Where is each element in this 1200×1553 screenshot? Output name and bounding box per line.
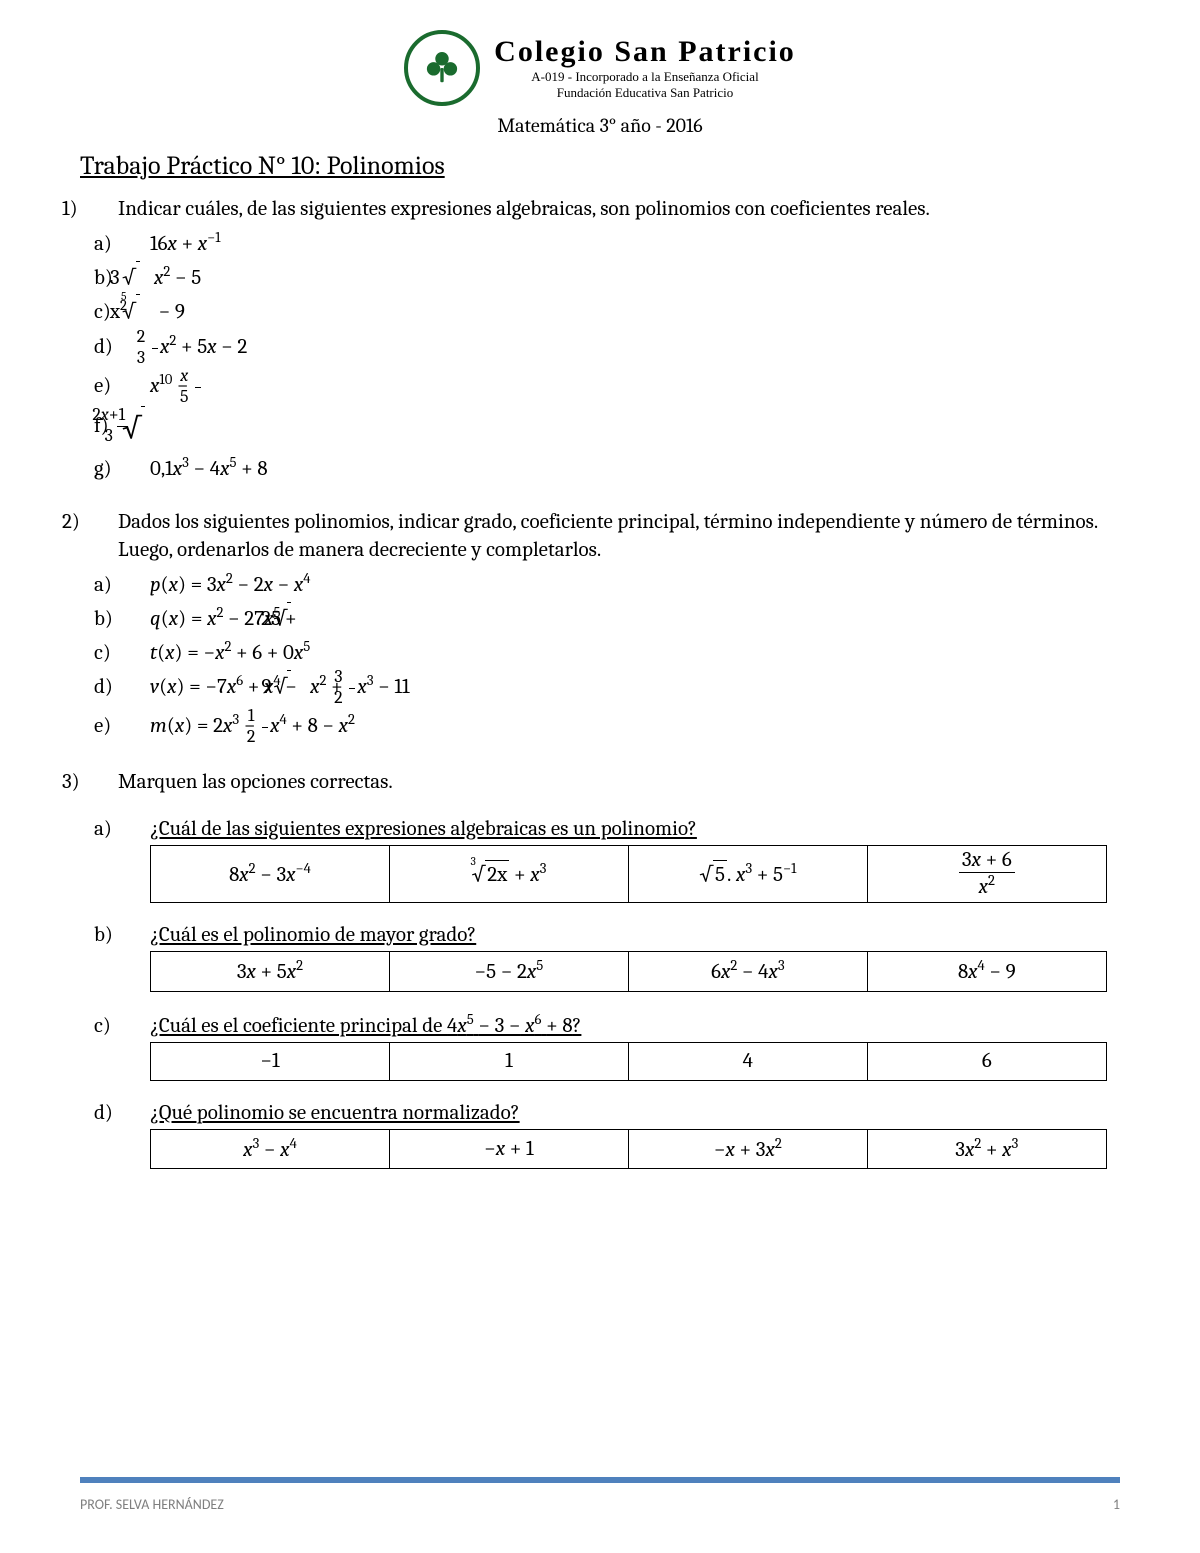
q3b-question: b)¿Cuál es el polinomio de mayor grado?	[150, 921, 1120, 949]
school-subtitle-2: Fundación Educativa San Patricio	[494, 85, 796, 101]
q3-number: 3)	[90, 768, 118, 796]
header-row: Colegio San Patricio A-019 - Incorporado…	[80, 30, 1120, 106]
q3b-options-table: 3x + 5x2 −5 − 2x5 6x2 − 4x3 8x4 − 9	[150, 951, 1107, 991]
q2-item-c: c)t(x) = −x2 + 6 + 0x5	[150, 636, 1120, 670]
q3c-options-table: −1 1 4 6	[150, 1042, 1107, 1080]
footer-page-number: 1	[1113, 1496, 1120, 1513]
q1-item-a: a)16x + x−1	[150, 227, 1120, 261]
school-name: Colegio San Patricio	[494, 35, 796, 69]
q3a-opt-2: 3√2x + x3	[389, 846, 628, 903]
footer-author: PROF. SELVA HERNÁNDEZ	[80, 1496, 224, 1513]
header: Colegio San Patricio A-019 - Incorporado…	[80, 30, 1120, 106]
q3a-opt-1: 8x2 − 3x−4	[151, 846, 390, 903]
q3b-opt-3: 6x2 − 4x3	[628, 952, 867, 991]
q1-item-g: g)0,1x3 − 4x5 + 8	[150, 452, 1120, 486]
q3a-text: ¿Cuál de las siguientes expresiones alge…	[150, 817, 697, 841]
q3c-text-pre: ¿Cuál es el coeficiente principal de	[150, 1014, 447, 1038]
q1-item-b: b)√3x2 − 5	[150, 261, 1120, 295]
q3c-opt-3: 4	[628, 1043, 867, 1080]
q3d-options-table: x3 − x4 −x + 1 −x + 3x2 3x2 + x3	[150, 1129, 1107, 1169]
question-1: 1)Indicar cuáles, de las siguientes expr…	[80, 195, 1120, 486]
q3b-opt-1: 3x + 5x2	[151, 952, 390, 991]
q2-number: 2)	[90, 508, 118, 536]
q3c-opt-2: 1	[389, 1043, 628, 1080]
q3c-opt-1: −1	[151, 1043, 390, 1080]
q3d-opt-3: −x + 3x2	[628, 1129, 867, 1168]
q1-text: Indicar cuáles, de las siguientes expres…	[118, 197, 930, 221]
worksheet-title: Trabajo Práctico N° 10: Polinomios	[80, 151, 1120, 181]
q2-text: Dados los siguientes polinomios, indicar…	[118, 510, 1098, 562]
q3-text: Marquen las opciones correctas.	[118, 770, 393, 794]
q3b-text: ¿Cuál es el polinomio de mayor grado?	[150, 923, 476, 947]
question-2: 2)Dados los siguientes polinomios, indic…	[80, 508, 1120, 747]
footer-bar	[80, 1477, 1120, 1483]
q3d-text: ¿Qué polinomio se encuentra normalizado?	[150, 1101, 520, 1125]
q3b-opt-2: −5 − 2x5	[389, 952, 628, 991]
q2-item-d: d)v(x) = −7x6 + x4 − √9 x2 + 32x3 − 11	[150, 669, 1120, 708]
q2-item-a: a)p(x) = 3x2 − 2x − x4	[150, 568, 1120, 602]
q2-stem: 2)Dados los siguientes polinomios, indic…	[118, 508, 1120, 565]
content: 1)Indicar cuáles, de las siguientes expr…	[80, 195, 1120, 1169]
q2-item-b: b)q(x) = x2 − 27x5 + √25	[150, 602, 1120, 636]
subject-line: Matemática 3° año - 2016	[80, 114, 1120, 137]
q3a-opt-4: 3x + 6x2	[867, 846, 1106, 903]
q3a-question: a)¿Cuál de las siguientes expresiones al…	[150, 815, 1120, 843]
q3c-question: c)¿Cuál es el coeficiente principal de 4…	[150, 1010, 1120, 1040]
q3a-options-table: 8x2 − 3x−4 3√2x + x3 √5. x3 + 5−1 3x + 6…	[150, 845, 1107, 903]
school-logo	[404, 30, 480, 106]
school-text-block: Colegio San Patricio A-019 - Incorporado…	[494, 35, 796, 100]
q3c-text-post: ?	[573, 1014, 582, 1038]
q3b-opt-4: 8x4 − 9	[867, 952, 1106, 991]
q3c-opt-4: 6	[867, 1043, 1106, 1080]
q2-item-e: e)m(x) = 2x3 − 12x4 + 8 − x2	[150, 708, 1120, 747]
q3d-opt-4: 3x2 + x3	[867, 1129, 1106, 1168]
q1-item-e: e)x10 − x5	[150, 368, 1120, 407]
q1-item-c: c)5√x2 − 9	[150, 294, 1120, 329]
page: Colegio San Patricio A-019 - Incorporado…	[0, 0, 1200, 1553]
q3d-question: d)¿Qué polinomio se encuentra normalizad…	[150, 1099, 1120, 1127]
shamrock-icon	[421, 47, 463, 89]
q3a-opt-3: √5. x3 + 5−1	[628, 846, 867, 903]
question-3: 3)Marquen las opciones correctas. a)¿Cuá…	[80, 768, 1120, 1169]
q3d-opt-2: −x + 1	[389, 1129, 628, 1168]
q1-item-f: f)√2x+13	[150, 406, 1120, 452]
q3d-opt-1: x3 − x4	[151, 1129, 390, 1168]
q3-stem: 3)Marquen las opciones correctas.	[118, 768, 1120, 796]
q1-stem: 1)Indicar cuáles, de las siguientes expr…	[118, 195, 1120, 223]
q1-item-d: d)23x2 + 5x − 2	[150, 329, 1120, 368]
school-subtitle-1: A-019 - Incorporado a la Enseñanza Ofici…	[494, 69, 796, 85]
q1-number: 1)	[90, 195, 118, 223]
